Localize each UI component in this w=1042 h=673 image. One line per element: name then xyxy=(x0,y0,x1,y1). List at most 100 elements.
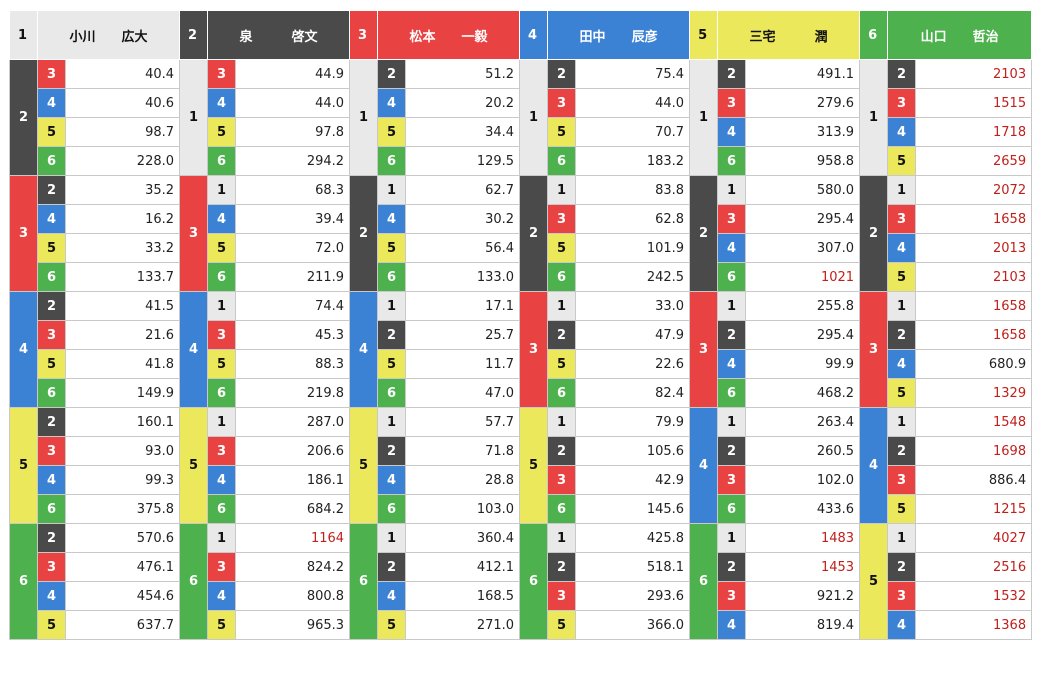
odds-value[interactable]: 16.2 xyxy=(64,204,181,234)
odds-value[interactable]: 40.6 xyxy=(64,88,181,118)
odds-value[interactable]: 1021 xyxy=(745,262,861,292)
odds-value[interactable]: 56.4 xyxy=(405,233,521,263)
odds-value[interactable]: 17.1 xyxy=(405,291,521,321)
odds-value[interactable]: 433.6 xyxy=(745,494,861,524)
odds-value[interactable]: 219.8 xyxy=(235,378,351,408)
odds-value[interactable]: 295.4 xyxy=(745,204,861,234)
odds-value[interactable]: 824.2 xyxy=(235,552,351,582)
odds-value[interactable]: 1658 xyxy=(915,204,1033,234)
odds-value[interactable]: 228.0 xyxy=(64,146,181,176)
odds-value[interactable]: 2659 xyxy=(915,146,1033,176)
odds-value[interactable]: 79.9 xyxy=(575,407,691,437)
odds-value[interactable]: 51.2 xyxy=(405,59,521,89)
odds-value[interactable]: 1548 xyxy=(915,407,1033,437)
odds-value[interactable]: 307.0 xyxy=(745,233,861,263)
odds-value[interactable]: 129.5 xyxy=(405,146,521,176)
odds-value[interactable]: 30.2 xyxy=(405,204,521,234)
odds-value[interactable]: 260.5 xyxy=(745,436,861,466)
odds-value[interactable]: 1698 xyxy=(915,436,1033,466)
odds-value[interactable]: 68.3 xyxy=(235,175,351,205)
odds-value[interactable]: 133.7 xyxy=(64,262,181,292)
odds-value[interactable]: 20.2 xyxy=(405,88,521,118)
odds-value[interactable]: 88.3 xyxy=(235,349,351,379)
odds-value[interactable]: 1658 xyxy=(915,291,1033,321)
odds-value[interactable]: 921.2 xyxy=(745,581,861,611)
odds-value[interactable]: 819.4 xyxy=(745,610,861,640)
odds-value[interactable]: 41.5 xyxy=(64,291,181,321)
odds-value[interactable]: 211.9 xyxy=(235,262,351,292)
odds-value[interactable]: 83.8 xyxy=(575,175,691,205)
odds-value[interactable]: 287.0 xyxy=(235,407,351,437)
odds-value[interactable]: 160.1 xyxy=(64,407,181,437)
odds-value[interactable]: 958.8 xyxy=(745,146,861,176)
odds-value[interactable]: 103.0 xyxy=(405,494,521,524)
odds-value[interactable]: 47.9 xyxy=(575,320,691,350)
odds-value[interactable]: 2072 xyxy=(915,175,1033,205)
odds-value[interactable]: 11.7 xyxy=(405,349,521,379)
odds-value[interactable]: 186.1 xyxy=(235,465,351,495)
odds-value[interactable]: 4027 xyxy=(915,523,1033,553)
odds-value[interactable]: 97.8 xyxy=(235,117,351,147)
odds-value[interactable]: 75.4 xyxy=(575,59,691,89)
odds-value[interactable]: 71.8 xyxy=(405,436,521,466)
odds-value[interactable]: 35.2 xyxy=(64,175,181,205)
odds-value[interactable]: 101.9 xyxy=(575,233,691,263)
odds-value[interactable]: 33.2 xyxy=(64,233,181,263)
odds-value[interactable]: 1329 xyxy=(915,378,1033,408)
odds-value[interactable]: 28.8 xyxy=(405,465,521,495)
odds-value[interactable]: 425.8 xyxy=(575,523,691,553)
odds-value[interactable]: 62.7 xyxy=(405,175,521,205)
odds-value[interactable]: 886.4 xyxy=(915,465,1033,495)
odds-value[interactable]: 34.4 xyxy=(405,117,521,147)
odds-value[interactable]: 145.6 xyxy=(575,494,691,524)
odds-value[interactable]: 1215 xyxy=(915,494,1033,524)
odds-value[interactable]: 637.7 xyxy=(64,610,181,640)
odds-value[interactable]: 1718 xyxy=(915,117,1033,147)
odds-value[interactable]: 375.8 xyxy=(64,494,181,524)
odds-value[interactable]: 1532 xyxy=(915,581,1033,611)
odds-value[interactable]: 44.0 xyxy=(235,88,351,118)
odds-value[interactable]: 74.4 xyxy=(235,291,351,321)
odds-value[interactable]: 2013 xyxy=(915,233,1033,263)
odds-value[interactable]: 98.7 xyxy=(64,117,181,147)
odds-value[interactable]: 1658 xyxy=(915,320,1033,350)
odds-value[interactable]: 242.5 xyxy=(575,262,691,292)
odds-value[interactable]: 40.4 xyxy=(64,59,181,89)
odds-value[interactable]: 33.0 xyxy=(575,291,691,321)
odds-value[interactable]: 82.4 xyxy=(575,378,691,408)
odds-value[interactable]: 476.1 xyxy=(64,552,181,582)
odds-value[interactable]: 44.9 xyxy=(235,59,351,89)
odds-value[interactable]: 684.2 xyxy=(235,494,351,524)
odds-value[interactable]: 2103 xyxy=(915,59,1033,89)
odds-value[interactable]: 2516 xyxy=(915,552,1033,582)
odds-value[interactable]: 1164 xyxy=(235,523,351,553)
odds-value[interactable]: 72.0 xyxy=(235,233,351,263)
odds-value[interactable]: 149.9 xyxy=(64,378,181,408)
odds-value[interactable]: 99.9 xyxy=(745,349,861,379)
odds-value[interactable]: 468.2 xyxy=(745,378,861,408)
odds-value[interactable]: 62.8 xyxy=(575,204,691,234)
odds-value[interactable]: 965.3 xyxy=(235,610,351,640)
odds-value[interactable]: 25.7 xyxy=(405,320,521,350)
odds-value[interactable]: 105.6 xyxy=(575,436,691,466)
odds-value[interactable]: 41.8 xyxy=(64,349,181,379)
odds-value[interactable]: 44.0 xyxy=(575,88,691,118)
odds-value[interactable]: 454.6 xyxy=(64,581,181,611)
odds-value[interactable]: 360.4 xyxy=(405,523,521,553)
odds-value[interactable]: 206.6 xyxy=(235,436,351,466)
odds-value[interactable]: 2103 xyxy=(915,262,1033,292)
odds-value[interactable]: 295.4 xyxy=(745,320,861,350)
odds-value[interactable]: 491.1 xyxy=(745,59,861,89)
odds-value[interactable]: 1515 xyxy=(915,88,1033,118)
odds-value[interactable]: 102.0 xyxy=(745,465,861,495)
odds-value[interactable]: 518.1 xyxy=(575,552,691,582)
odds-value[interactable]: 313.9 xyxy=(745,117,861,147)
odds-value[interactable]: 412.1 xyxy=(405,552,521,582)
odds-value[interactable]: 263.4 xyxy=(745,407,861,437)
odds-value[interactable]: 47.0 xyxy=(405,378,521,408)
odds-value[interactable]: 279.6 xyxy=(745,88,861,118)
odds-value[interactable]: 255.8 xyxy=(745,291,861,321)
odds-value[interactable]: 42.9 xyxy=(575,465,691,495)
odds-value[interactable]: 93.0 xyxy=(64,436,181,466)
odds-value[interactable]: 570.6 xyxy=(64,523,181,553)
